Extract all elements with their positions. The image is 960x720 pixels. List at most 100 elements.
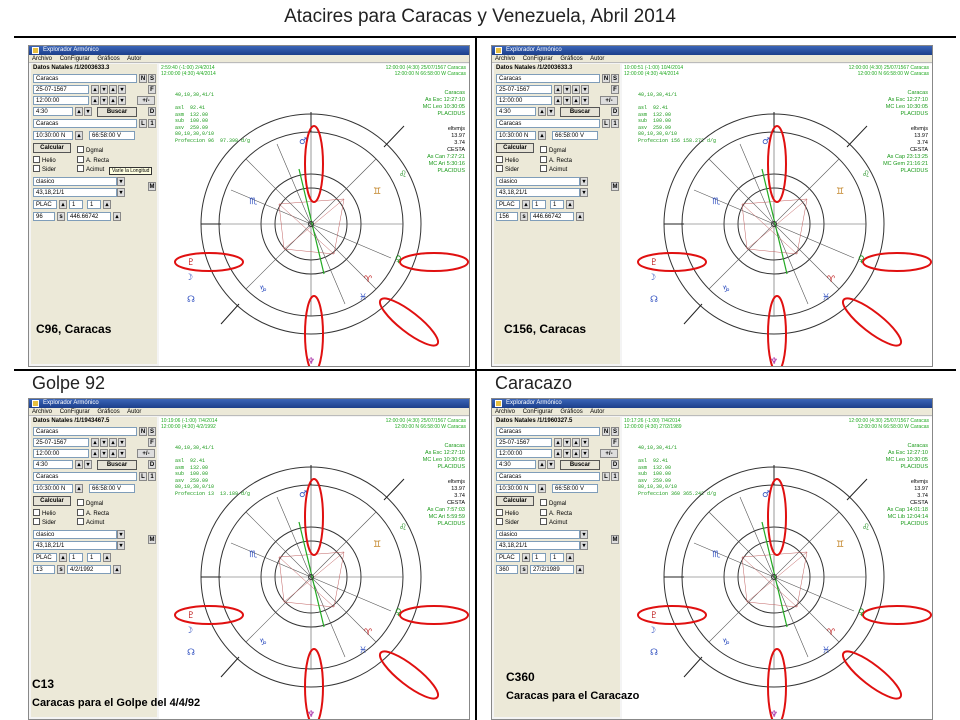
date-year-up-icon[interactable]: ▴ [109, 438, 117, 447]
latitude-field[interactable]: 10:30:00 N [496, 131, 536, 140]
option-sider[interactable]: Sider [33, 518, 56, 526]
zone-field[interactable]: 4:30 [496, 107, 536, 116]
time-min-down-icon[interactable]: ▾ [118, 96, 126, 105]
date-field[interactable]: 25-07-1567 [33, 438, 89, 447]
menu-autor[interactable]: Autor [590, 409, 605, 415]
plus-minus-button[interactable]: +/- [600, 449, 618, 458]
menu-archivo[interactable]: Archivo [495, 409, 516, 415]
option-helio[interactable]: Helio [33, 156, 56, 164]
d-button[interactable]: D [148, 460, 156, 469]
menu-configurar[interactable]: ConFigurar [522, 409, 553, 415]
date-up-icon[interactable]: ▴ [91, 85, 99, 94]
option-a-recta[interactable]: A. Recta [540, 156, 572, 164]
date-year-down-icon[interactable]: ▾ [581, 438, 589, 447]
l-button[interactable]: L [139, 119, 147, 128]
menu-configurar[interactable]: ConFigurar [59, 56, 90, 62]
l-button[interactable]: L [602, 472, 610, 481]
harmonic-value-field[interactable]: 4/2/1992 [67, 565, 111, 574]
date-field[interactable]: 25-07-1567 [496, 438, 552, 447]
option-acimut[interactable]: Acimut [540, 518, 567, 526]
time-min-down-icon[interactable]: ▾ [581, 449, 589, 458]
time-up-icon[interactable]: ▴ [91, 96, 99, 105]
lat-spin-icon[interactable]: ▴ [75, 131, 83, 140]
longitude-field[interactable]: 66:58:00 V [552, 484, 598, 493]
option-helio[interactable]: Helio [33, 509, 56, 517]
code-dropdown-icon[interactable]: ▾ [117, 541, 125, 550]
calcular-button[interactable]: Calcular [496, 496, 534, 506]
h2-spin-icon[interactable]: ▴ [566, 200, 574, 209]
time-down-icon[interactable]: ▾ [563, 449, 571, 458]
h2-spin-icon[interactable]: ▴ [103, 200, 111, 209]
time-down-icon[interactable]: ▾ [100, 96, 108, 105]
time-down-icon[interactable]: ▾ [100, 449, 108, 458]
m-button[interactable]: M [611, 182, 619, 191]
harmonic-value-field[interactable]: 446.66742 [67, 212, 111, 221]
place-field[interactable]: Caracas [496, 119, 600, 128]
style-select[interactable]: clasico [496, 177, 580, 186]
one-button[interactable]: 1 [148, 472, 156, 481]
f-button[interactable]: F [148, 438, 156, 447]
calcular-button[interactable]: Calcular [496, 143, 534, 153]
houses-field[interactable]: PLAC [496, 200, 520, 209]
time-min-up-icon[interactable]: ▴ [109, 449, 117, 458]
houses-spin-icon[interactable]: ▴ [522, 200, 530, 209]
s-small-button[interactable]: s [57, 565, 65, 574]
longitude-field[interactable]: 66:58:00 V [89, 484, 135, 493]
code-select[interactable]: 43,18,21/1 [33, 541, 117, 550]
d-button[interactable]: D [611, 460, 619, 469]
option-a-recta[interactable]: A. Recta [77, 509, 109, 517]
one-button[interactable]: 1 [611, 119, 619, 128]
code-dropdown-icon[interactable]: ▾ [580, 188, 588, 197]
s-button[interactable]: S [611, 427, 619, 436]
time-min-up-icon[interactable]: ▴ [572, 449, 580, 458]
h2-spin-icon[interactable]: ▴ [103, 553, 111, 562]
harmonic-field[interactable]: 360 [496, 565, 518, 574]
harmonic-spin-icon[interactable]: ▴ [113, 212, 121, 221]
style-select[interactable]: clasico [496, 530, 580, 539]
menu-configurar[interactable]: ConFigurar [59, 409, 90, 415]
latitude-field[interactable]: 10:30:00 N [33, 131, 73, 140]
zone-down-icon[interactable]: ▾ [547, 460, 555, 469]
m-button[interactable]: M [611, 535, 619, 544]
d-button[interactable]: D [148, 107, 156, 116]
option-helio[interactable]: Helio [496, 509, 519, 517]
h2-spin-icon[interactable]: ▴ [566, 553, 574, 562]
city-field[interactable]: Caracas [33, 427, 137, 436]
h2-field[interactable]: 1 [550, 200, 564, 209]
menu-autor[interactable]: Autor [127, 56, 142, 62]
d-button[interactable]: D [611, 107, 619, 116]
date-year-up-icon[interactable]: ▴ [572, 438, 580, 447]
plus-minus-button[interactable]: +/- [137, 449, 155, 458]
option-acimut[interactable]: Acimut [540, 165, 567, 173]
s-small-button[interactable]: s [520, 212, 528, 221]
m-button[interactable]: M [148, 535, 156, 544]
menu-archivo[interactable]: Archivo [32, 409, 53, 415]
time-down-icon[interactable]: ▾ [563, 96, 571, 105]
calcular-button[interactable]: Calcular [33, 143, 71, 153]
zone-up-icon[interactable]: ▴ [75, 107, 83, 116]
s-button[interactable]: S [148, 74, 156, 83]
style-select[interactable]: clasico [33, 530, 117, 539]
date-down-icon[interactable]: ▾ [100, 85, 108, 94]
buscar-button[interactable]: Buscar [560, 107, 600, 117]
houses-field[interactable]: PLAC [33, 200, 57, 209]
houses-field[interactable]: PLAC [496, 553, 520, 562]
zone-up-icon[interactable]: ▴ [538, 460, 546, 469]
h1-field[interactable]: 1 [69, 553, 83, 562]
lat-spin-icon[interactable]: ▴ [75, 484, 83, 493]
date-year-down-icon[interactable]: ▾ [118, 85, 126, 94]
time-field[interactable]: 12:00:00 [33, 96, 89, 105]
menu-configurar[interactable]: ConFigurar [522, 56, 553, 62]
time-min-up-icon[interactable]: ▴ [109, 96, 117, 105]
option-a-recta[interactable]: A. Recta [540, 509, 572, 517]
zone-up-icon[interactable]: ▴ [75, 460, 83, 469]
s-button[interactable]: S [148, 427, 156, 436]
date-down-icon[interactable]: ▾ [563, 438, 571, 447]
option-acimut[interactable]: Acimut [77, 165, 104, 173]
zone-field[interactable]: 4:30 [33, 460, 73, 469]
date-field[interactable]: 25-07-1567 [33, 85, 89, 94]
menu-autor[interactable]: Autor [127, 409, 142, 415]
menu-graficos[interactable]: Gráficos [560, 409, 583, 415]
menu-archivo[interactable]: Archivo [32, 56, 53, 62]
date-year-down-icon[interactable]: ▾ [118, 438, 126, 447]
